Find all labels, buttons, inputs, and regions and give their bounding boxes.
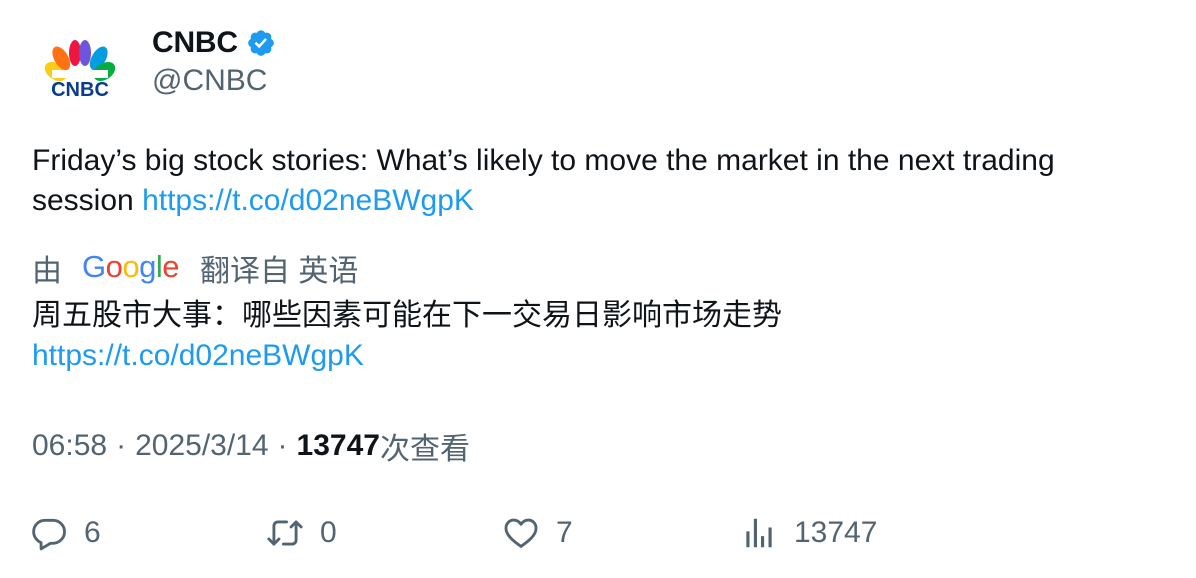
like-button[interactable]: 7 (502, 510, 573, 556)
translation-suffix: 翻译自 英语 (200, 255, 359, 288)
views-button[interactable]: 13747 (740, 510, 877, 556)
svg-text:Google: Google (82, 250, 179, 284)
cnbc-peacock-logo-icon: CNBC (44, 40, 116, 101)
tweet-link[interactable]: https://t.co/d02neBWgpK (142, 184, 474, 217)
logo-text: CNBC (51, 79, 109, 101)
tweet-date[interactable]: 2025/3/14 (135, 429, 269, 462)
tweet-meta: 06:58 · 2025/3/14 · 13747 次查看 (32, 424, 470, 468)
translated-link[interactable]: https://t.co/d02neBWgpK (32, 339, 364, 372)
reply-icon (32, 518, 66, 551)
tweet-time[interactable]: 06:58 (32, 429, 108, 462)
translated-body: 周五股市大事：哪些因素可能在下一交易日影响市场走势 (32, 299, 782, 332)
tweet-text: Friday’s big stock stories: What’s likel… (32, 141, 1162, 221)
retweet-icon (267, 520, 303, 546)
google-logo-icon[interactable]: Google (82, 250, 180, 286)
display-name-row: CNBC (152, 24, 276, 62)
translation-prefix: 由 (32, 255, 62, 288)
heart-icon (504, 518, 538, 548)
tweet-header: CNBC CNBC @CNBC (32, 22, 276, 118)
author-names: CNBC @CNBC (152, 22, 276, 118)
retweet-count: 0 (320, 516, 337, 549)
analytics-icon (746, 518, 772, 548)
reply-button[interactable]: 6 (30, 510, 101, 556)
action-bar: 6 0 7 13747 (30, 510, 1160, 556)
meta-separator: · (116, 429, 127, 462)
translated-text: 周五股市大事：哪些因素可能在下一交易日影响市场走势 https://t.co/d… (32, 296, 1162, 376)
verified-badge-icon[interactable] (246, 28, 276, 58)
meta-separator: · (277, 429, 288, 462)
views-action-count: 13747 (794, 516, 878, 549)
reply-count: 6 (84, 516, 101, 549)
avatar[interactable]: CNBC (32, 22, 128, 118)
retweet-button[interactable]: 0 (266, 510, 337, 556)
views-label: 次查看 (379, 433, 470, 466)
handle[interactable]: @CNBC (152, 64, 268, 97)
like-count: 7 (556, 516, 573, 549)
translation-attribution: 由 Google 翻译自 英语 (32, 247, 358, 289)
views-count: 13747 (296, 429, 380, 462)
display-name[interactable]: CNBC (152, 26, 238, 59)
tweet-body: Friday’s big stock stories: What’s likel… (32, 144, 1055, 217)
